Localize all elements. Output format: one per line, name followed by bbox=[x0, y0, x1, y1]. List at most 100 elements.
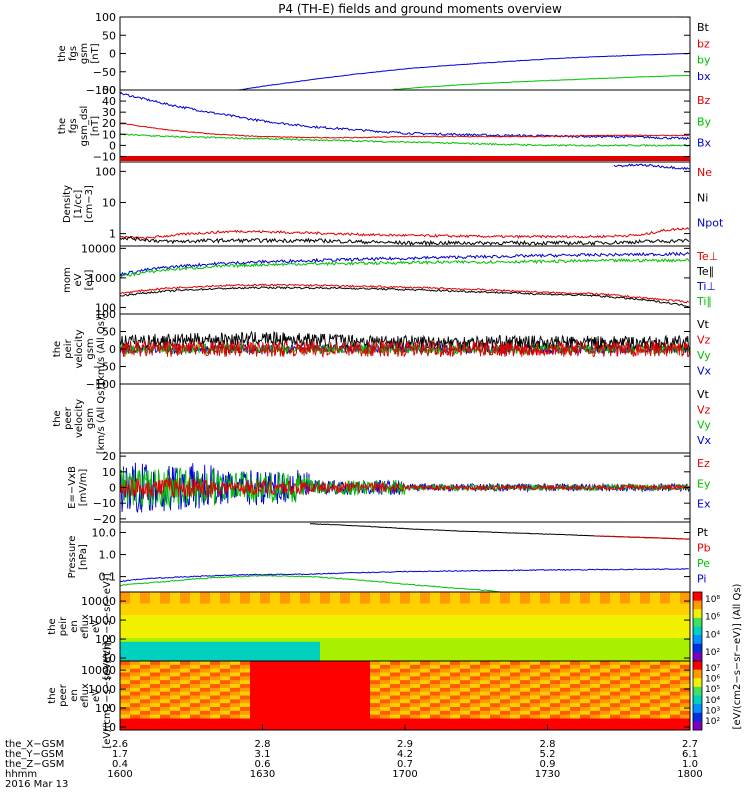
heatmap-cell bbox=[630, 696, 641, 700]
heatmap-cell bbox=[480, 638, 491, 642]
heatmap-cell bbox=[530, 665, 541, 669]
heatmap-cell bbox=[650, 692, 661, 696]
heatmap-cell bbox=[180, 653, 191, 657]
heatmap-cell bbox=[500, 596, 511, 600]
heatmap-cell bbox=[400, 638, 411, 642]
heatmap-cell bbox=[210, 688, 221, 692]
heatmap-cell bbox=[140, 604, 151, 608]
panel-frame-p8 bbox=[120, 522, 690, 592]
heatmap-cell bbox=[460, 661, 471, 665]
heatmap-cell bbox=[600, 650, 611, 654]
heatmap-cell bbox=[520, 619, 531, 623]
heatmap-cell bbox=[330, 650, 341, 654]
heatmap-cell bbox=[150, 707, 161, 711]
heatmap-cell bbox=[610, 634, 621, 638]
heatmap-cell bbox=[400, 673, 411, 677]
heatmap-cell bbox=[290, 638, 301, 642]
series-group-p1 bbox=[239, 17, 690, 90]
heatmap-cell bbox=[510, 684, 521, 688]
heatmap-cell bbox=[310, 699, 321, 703]
heatmap-cell bbox=[500, 680, 511, 684]
heatmap-cell bbox=[200, 630, 211, 634]
heatmap-cell bbox=[480, 715, 491, 719]
heatmap-cell bbox=[550, 684, 561, 688]
heatmap-cell bbox=[420, 696, 431, 700]
heatmap-cell bbox=[560, 692, 571, 696]
heatmap-cell bbox=[390, 715, 401, 719]
heatmap-cell bbox=[230, 604, 241, 608]
heatmap-cell bbox=[320, 680, 331, 684]
heatmap-cell bbox=[480, 661, 491, 665]
heatmap-cell bbox=[190, 699, 201, 703]
heatmap-cell bbox=[660, 642, 671, 646]
heatmap-cell bbox=[680, 634, 691, 638]
heatmap-cell bbox=[450, 688, 461, 692]
heatmap-cell bbox=[510, 707, 521, 711]
heatmap-cell bbox=[370, 680, 381, 684]
heatmap-cell bbox=[410, 696, 421, 700]
heatmap-cell bbox=[330, 596, 341, 600]
heatmap-cell bbox=[260, 642, 271, 646]
heatmap-cell bbox=[260, 627, 271, 631]
heatmap-cell bbox=[540, 627, 551, 631]
colorbar-segment bbox=[693, 704, 702, 713]
plot-title: P4 (TH-E) fields and ground moments over… bbox=[278, 2, 562, 16]
heatmap-cell bbox=[540, 722, 551, 726]
heatmap-p10 bbox=[120, 661, 691, 731]
heatmap-cell bbox=[370, 673, 381, 677]
heatmap-cell bbox=[220, 680, 231, 684]
heatmap-cell bbox=[670, 711, 681, 715]
heatmap-cell bbox=[260, 707, 271, 711]
heatmap-cell bbox=[260, 676, 271, 680]
heatmap-cell bbox=[470, 703, 481, 707]
heatmap-cell bbox=[130, 680, 141, 684]
heatmap-cell bbox=[530, 630, 541, 634]
y-axis-label: en bbox=[69, 620, 80, 633]
heatmap-cell bbox=[650, 669, 661, 673]
heatmap-cell bbox=[210, 596, 221, 600]
heatmap-cell bbox=[470, 665, 481, 669]
heatmap-cell bbox=[170, 596, 181, 600]
heatmap-cell bbox=[130, 646, 141, 650]
heatmap-cell bbox=[120, 627, 131, 631]
heatmap-cell bbox=[410, 630, 421, 634]
heatmap-cell bbox=[580, 665, 591, 669]
heatmap-cell bbox=[530, 699, 541, 703]
heatmap-cell bbox=[380, 630, 391, 634]
heatmap-cell bbox=[590, 699, 601, 703]
legend-item: Bx bbox=[697, 137, 712, 150]
heatmap-cell bbox=[640, 692, 651, 696]
heatmap-cell bbox=[130, 707, 141, 711]
series-line-Pb bbox=[595, 536, 690, 539]
heatmap-cell bbox=[350, 646, 361, 650]
heatmap-cell bbox=[240, 684, 251, 688]
heatmap-cell bbox=[470, 711, 481, 715]
heatmap-cell bbox=[280, 638, 291, 642]
heatmap-cell bbox=[180, 611, 191, 615]
heatmap-cell bbox=[500, 615, 511, 619]
heatmap-cell bbox=[260, 592, 271, 596]
heatmap-cell bbox=[680, 722, 691, 726]
heatmap-cell bbox=[580, 711, 591, 715]
y-label-p8: Pressure[nPa] bbox=[67, 536, 89, 579]
heatmap-cell bbox=[370, 604, 381, 608]
heatmap-cell bbox=[650, 611, 661, 615]
heatmap-cell bbox=[520, 665, 531, 669]
heatmap-cell bbox=[620, 653, 631, 657]
heatmap-cell bbox=[350, 669, 361, 673]
heatmap-cell bbox=[640, 650, 651, 654]
heatmap-cell bbox=[540, 703, 551, 707]
heatmap-cell bbox=[390, 669, 401, 673]
heatmap-cell bbox=[170, 630, 181, 634]
heatmap-cell bbox=[560, 653, 571, 657]
series-group-p2 bbox=[120, 93, 689, 147]
heatmap-cell bbox=[180, 707, 191, 711]
heatmap-cell bbox=[240, 646, 251, 650]
heatmap-cell bbox=[150, 604, 161, 608]
heatmap-cell bbox=[310, 703, 321, 707]
heatmap-cell bbox=[650, 650, 661, 654]
heatmap-cell bbox=[440, 707, 451, 711]
